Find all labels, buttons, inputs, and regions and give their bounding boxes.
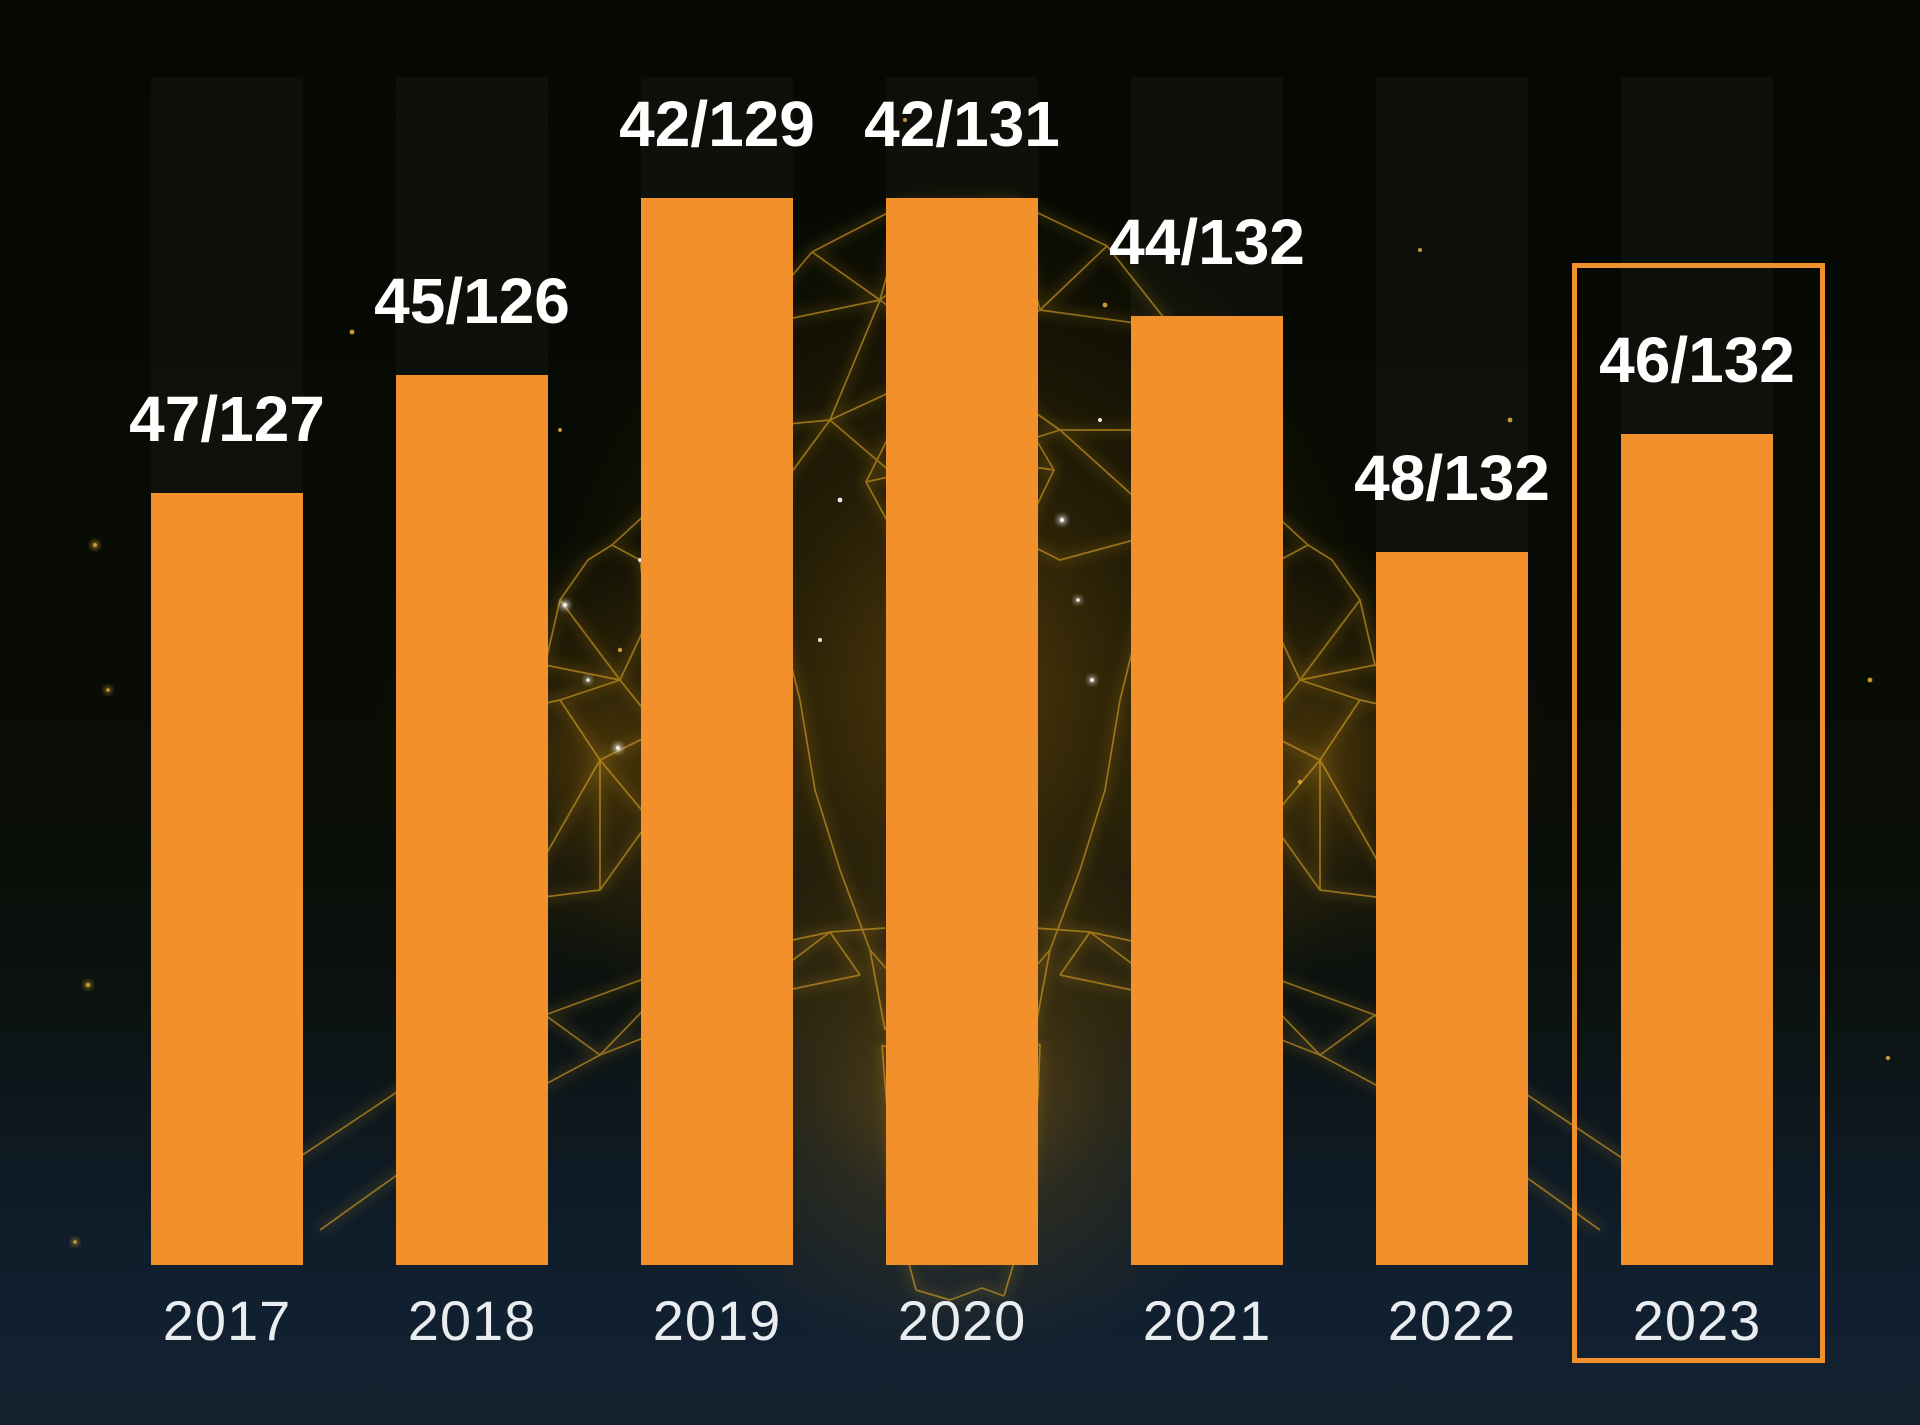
bar-value-label: 46/132	[1599, 324, 1795, 396]
bar-2022	[1376, 552, 1528, 1265]
bar-value-label: 45/126	[374, 265, 570, 337]
bar-2023	[1621, 434, 1773, 1265]
bar-value-label: 42/131	[864, 88, 1060, 160]
bar-year-label: 2023	[1632, 1289, 1762, 1352]
bar-year-label: 2021	[1142, 1289, 1272, 1352]
bar-year-label: 2020	[897, 1289, 1027, 1352]
bar-year-label: 2017	[162, 1289, 292, 1352]
bar-2017	[151, 493, 303, 1265]
bar-2021	[1131, 316, 1283, 1265]
bar-year-label: 2022	[1387, 1289, 1517, 1352]
highlight-box-2023	[1572, 263, 1825, 1363]
bar-year-label: 2018	[407, 1289, 537, 1352]
bar-value-label: 44/132	[1109, 206, 1305, 278]
bar-2020	[886, 198, 1038, 1265]
bar-value-label: 42/129	[619, 88, 815, 160]
bar-value-label: 47/127	[129, 383, 325, 455]
bar-2018	[396, 375, 548, 1265]
bar-year-label: 2019	[652, 1289, 782, 1352]
bar-2019	[641, 198, 793, 1265]
bar-value-label: 48/132	[1354, 442, 1550, 514]
particles	[72, 118, 1891, 1245]
